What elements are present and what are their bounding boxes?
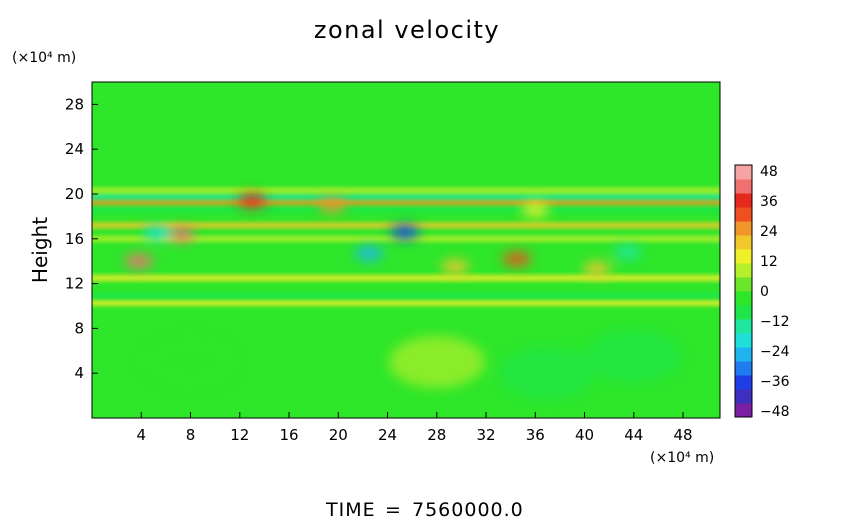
colorbar-swatch xyxy=(735,179,752,194)
colorbar-swatch xyxy=(735,347,752,362)
time-label: TIME xyxy=(325,499,376,519)
colorbar-swatch xyxy=(735,403,752,418)
x-tick-label: 32 xyxy=(476,426,495,444)
colorbar-swatch xyxy=(735,389,752,404)
colorbar-tick-label: −36 xyxy=(760,374,790,390)
x-tick-label: 44 xyxy=(624,426,643,444)
y-axis: 4 8 12 16 20 24 28 xyxy=(65,95,98,382)
colorbar-swatch xyxy=(735,291,752,306)
colorbar-frame xyxy=(734,164,753,418)
velocity-feature xyxy=(238,193,267,208)
y-tick-label: 8 xyxy=(74,319,84,337)
x-tick-label: 48 xyxy=(674,426,693,444)
x-tick-label: 36 xyxy=(526,426,545,444)
y-tick-label: 20 xyxy=(65,185,84,203)
x-axis: 4 8 12 16 20 24 28 32 36 40 44 48 xyxy=(136,412,693,444)
velocity-feature xyxy=(124,254,153,269)
colorbar-tick-label: 36 xyxy=(760,194,778,210)
colorbar-swatch xyxy=(735,361,752,376)
velocity-feature xyxy=(521,202,550,217)
velocity-band xyxy=(92,292,720,299)
colorbar-swatch xyxy=(735,193,752,208)
velocity-feature xyxy=(390,225,419,240)
plot-frame xyxy=(91,81,721,419)
colorbar-swatch xyxy=(735,277,752,292)
velocity-feature xyxy=(143,226,172,241)
colorbar-swatch xyxy=(735,221,752,236)
y-tick-label: 16 xyxy=(65,230,84,248)
x-tick-label: 40 xyxy=(575,426,594,444)
x-tick-label: 12 xyxy=(230,426,249,444)
velocity-feature xyxy=(585,330,682,383)
x-tick-label: 8 xyxy=(186,426,196,444)
y-axis-label: Height xyxy=(28,217,52,283)
heatmap-field xyxy=(92,82,720,418)
colorbar-tick-label: 0 xyxy=(760,284,769,300)
colorbar-swatch xyxy=(735,235,752,250)
colorbar-swatch xyxy=(735,333,752,348)
time-value: 7560000.0 xyxy=(412,499,524,519)
time-footer: TIME = 7560000.0 xyxy=(325,499,524,519)
colorbar-swatch xyxy=(735,207,752,222)
colorbar-tick-label: 48 xyxy=(760,164,778,180)
velocity-feature xyxy=(441,259,470,274)
colorbar-swatch xyxy=(735,319,752,334)
colorbar-tick-label: 12 xyxy=(760,254,778,270)
x-tick-label: 24 xyxy=(378,426,397,444)
velocity-feature xyxy=(318,198,347,213)
y-tick-label: 12 xyxy=(65,275,84,293)
velocity-band xyxy=(92,206,720,213)
colorbar-tick-label: −24 xyxy=(760,344,790,360)
velocity-feature xyxy=(355,246,384,261)
velocity-band xyxy=(92,299,720,306)
colorbar-tick-label: −48 xyxy=(760,404,790,420)
colorbar: 48 36 24 12 0 −12 −24 −36 −48 xyxy=(734,164,790,420)
colorbar-swatch xyxy=(735,263,752,278)
velocity-band xyxy=(92,187,720,194)
y-axis-unit: (×10⁴ m) xyxy=(12,50,76,66)
x-tick-label: 16 xyxy=(279,426,298,444)
velocity-feature xyxy=(502,251,531,266)
velocity-band xyxy=(92,275,720,281)
velocity-feature xyxy=(582,262,611,277)
y-tick-label: 28 xyxy=(65,95,84,113)
velocity-feature xyxy=(388,336,485,388)
colorbar-tick-label: −12 xyxy=(760,314,790,330)
x-tick-label: 28 xyxy=(427,426,446,444)
velocity-band xyxy=(92,198,720,205)
y-tick-label: 24 xyxy=(65,140,84,158)
colorbar-swatch xyxy=(735,375,752,390)
x-axis-unit: (×10⁴ m) xyxy=(650,450,714,466)
feature-layer xyxy=(124,193,682,400)
x-tick-label: 20 xyxy=(329,426,348,444)
y-tick-label: 4 xyxy=(74,364,84,382)
velocity-feature xyxy=(142,336,239,388)
velocity-feature xyxy=(499,347,596,400)
colorbar-swatch xyxy=(735,165,752,180)
colorbar-tick-label: 24 xyxy=(760,224,778,240)
x-tick-label: 4 xyxy=(136,426,146,444)
velocity-band xyxy=(92,193,720,200)
colorbar-swatch xyxy=(735,305,752,320)
time-equals: = xyxy=(385,499,402,519)
chart-title: zonal velocity xyxy=(314,16,500,44)
colorbar-swatch xyxy=(735,249,752,264)
velocity-feature xyxy=(613,245,642,260)
velocity-feature xyxy=(166,227,195,242)
